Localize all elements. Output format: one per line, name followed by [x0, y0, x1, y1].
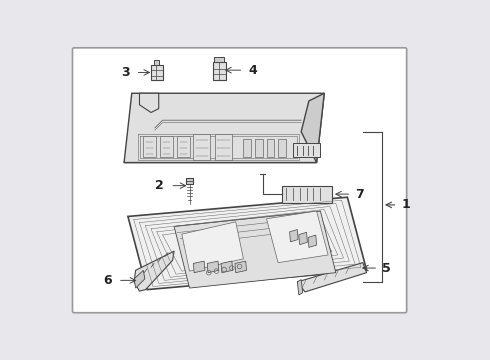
Polygon shape	[154, 60, 159, 65]
Polygon shape	[134, 251, 174, 291]
Polygon shape	[214, 57, 224, 62]
Polygon shape	[151, 65, 163, 80]
Polygon shape	[297, 280, 303, 295]
Polygon shape	[282, 186, 332, 203]
Polygon shape	[140, 93, 159, 112]
Polygon shape	[294, 143, 320, 157]
Polygon shape	[186, 178, 194, 184]
Text: 4: 4	[249, 64, 258, 77]
Polygon shape	[235, 261, 246, 273]
Polygon shape	[194, 134, 210, 160]
Polygon shape	[297, 263, 367, 292]
Polygon shape	[215, 134, 232, 160]
Polygon shape	[182, 222, 244, 271]
Polygon shape	[290, 230, 298, 242]
Polygon shape	[278, 139, 286, 157]
Polygon shape	[267, 139, 274, 157]
Polygon shape	[308, 235, 317, 247]
Polygon shape	[124, 132, 317, 163]
Text: 6: 6	[103, 274, 112, 287]
Polygon shape	[177, 136, 190, 157]
Polygon shape	[174, 211, 336, 288]
Polygon shape	[160, 136, 172, 157]
Text: 7: 7	[355, 188, 364, 201]
Polygon shape	[255, 139, 263, 157]
Polygon shape	[143, 136, 156, 157]
Polygon shape	[194, 261, 205, 273]
Text: 2: 2	[155, 179, 164, 192]
Polygon shape	[221, 261, 233, 273]
Polygon shape	[244, 139, 251, 157]
Polygon shape	[301, 93, 324, 163]
Polygon shape	[124, 93, 324, 163]
Polygon shape	[134, 270, 145, 288]
Polygon shape	[299, 232, 307, 245]
Text: 3: 3	[121, 66, 129, 79]
Polygon shape	[267, 211, 328, 263]
Polygon shape	[128, 197, 367, 289]
Text: 1: 1	[401, 198, 410, 211]
Text: 5: 5	[382, 261, 391, 275]
Polygon shape	[207, 261, 219, 273]
Polygon shape	[213, 62, 226, 80]
FancyBboxPatch shape	[73, 48, 407, 313]
